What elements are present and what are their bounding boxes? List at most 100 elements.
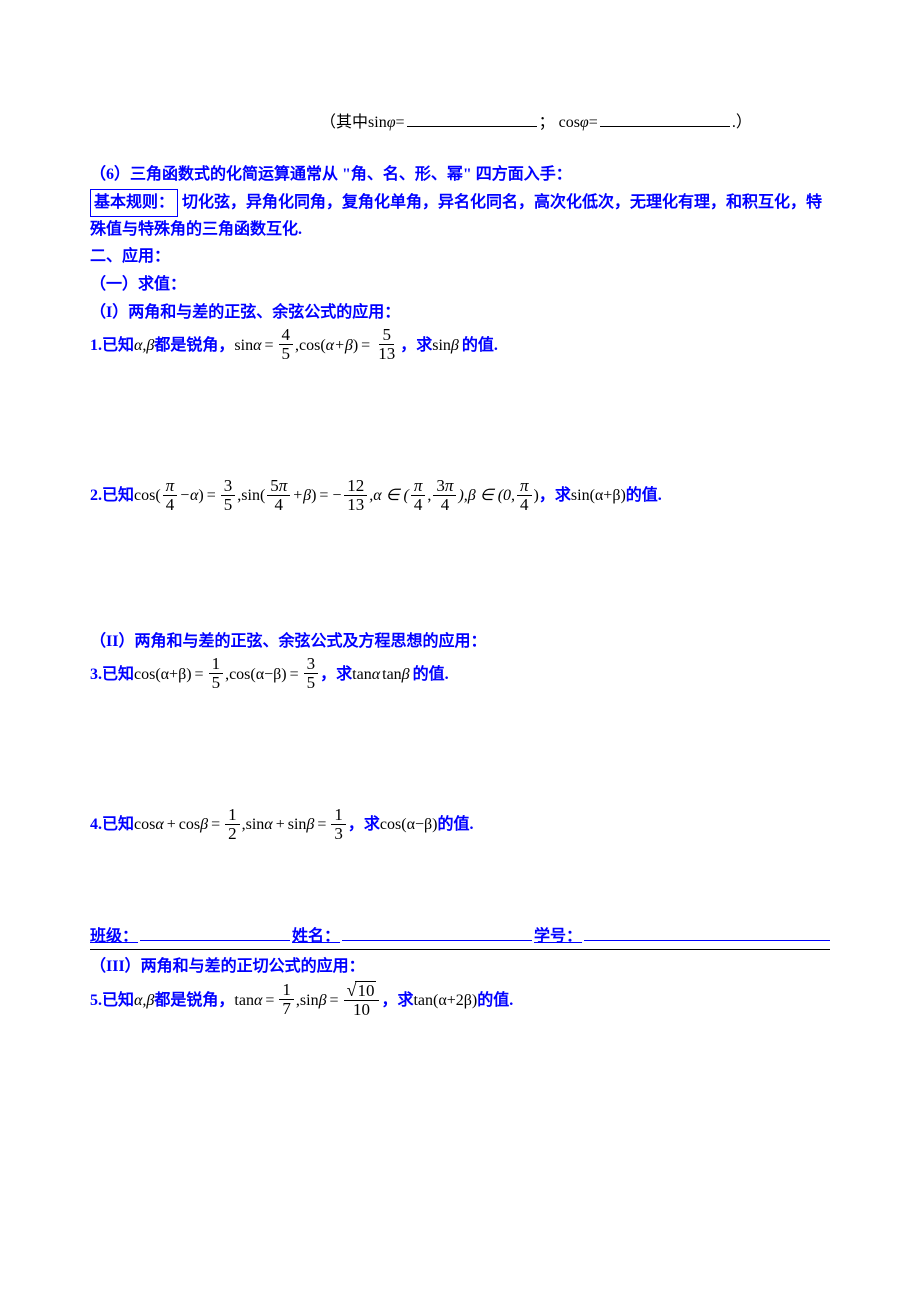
p5-f2: √10 10	[344, 981, 380, 1019]
p5-pre: 已知	[102, 988, 134, 1014]
p1-num: 1.	[90, 333, 102, 359]
p2-rp2: )	[311, 483, 316, 509]
p3-a: α	[372, 662, 380, 688]
p1-a: α	[253, 333, 261, 359]
p4-end: 的值.	[437, 812, 473, 838]
p2-rp1: )	[198, 483, 203, 509]
blank-2	[600, 125, 730, 127]
eq-2: =	[589, 110, 598, 136]
heading-II: （II）两角和与差的正弦、余弦公式及方程思想的应用：	[90, 629, 830, 655]
p1-eq2: =	[361, 333, 370, 359]
p1-cos: ,cos(	[295, 333, 326, 359]
p4-a2: α	[264, 812, 272, 838]
p4-cosa: cos	[134, 812, 155, 838]
p2-pi4-3: π 4	[517, 477, 532, 514]
p4-a1: α	[155, 812, 163, 838]
problem-1: 1. 已知 α,β 都是锐角， sin α = 4 5 ,cos( α+β ) …	[90, 327, 830, 364]
p4-sinb: sin	[288, 812, 307, 838]
p3-pre: 已知	[102, 662, 134, 688]
p1-pre: 已知	[102, 333, 134, 359]
p2-cos: cos(	[134, 483, 161, 509]
p3-b: β	[402, 662, 410, 688]
num-blank	[584, 939, 830, 941]
rules-line: 基本规则： 切化弦，异角化同角，复角化单角，异名化同名，高次化低次，无理化有理，…	[90, 189, 830, 242]
problem-5: 5. 已知 α,β 都是锐角， tan α = 1 7 , sin β = √1…	[90, 982, 830, 1020]
p2-plus: +	[292, 483, 303, 509]
name-label: 姓名：	[292, 924, 340, 950]
p4-comma: ，	[348, 812, 364, 838]
section-6-heading: （6）三角函数式的化简运算通常从 "角、名、形、幂" 四方面入手：	[90, 162, 830, 188]
p5-tanr: tan(α+2β)	[413, 988, 477, 1014]
p3-num: 3.	[90, 662, 102, 688]
blank-1	[407, 125, 537, 127]
p4-pre: 已知	[102, 812, 134, 838]
p2-3pi4: 3π 4	[433, 477, 456, 514]
class-label: 班级：	[90, 924, 138, 950]
p4-eq2: =	[317, 812, 326, 838]
p5-tana: tan	[234, 988, 254, 1014]
p3-tan: tan	[352, 662, 372, 688]
p1-mid: 都是锐角，	[154, 333, 234, 359]
phi-1: φ	[387, 110, 396, 136]
p5-mid: 都是锐角，	[154, 988, 234, 1014]
p1-ask: 求	[416, 333, 432, 359]
p2-pi4-2: π 4	[411, 477, 426, 514]
heading-a: （一）求值：	[90, 272, 830, 298]
p2-neg: −	[331, 483, 342, 509]
p1-eq1: =	[264, 333, 273, 359]
p5-end: 的值.	[477, 988, 513, 1014]
sin-text: sin	[368, 110, 387, 136]
p4-num: 4.	[90, 812, 102, 838]
heading-III: （III）两角和与差的正切公式的应用：	[90, 954, 830, 980]
p4-eq1: =	[211, 812, 220, 838]
p1-b: β	[451, 333, 459, 359]
p2-c2: ,	[427, 483, 431, 509]
p4-plus1: +	[167, 812, 176, 838]
p2-pre: 已知	[102, 483, 134, 509]
p2-rp3: ),β ∈ (0,	[458, 483, 515, 509]
heading-I: （I）两角和与差的正弦、余弦公式的应用：	[90, 300, 830, 326]
p3-eq2: =	[290, 662, 299, 688]
p4-b1: β	[200, 812, 208, 838]
sep: ；	[539, 110, 555, 136]
p4-cosb: cos	[179, 812, 200, 838]
name-blank	[342, 939, 532, 941]
p2-comma: ，	[539, 483, 555, 509]
p4-ask: 求	[364, 812, 380, 838]
p5-comma: ，	[381, 988, 397, 1014]
p2-f2: 12 13	[344, 477, 367, 514]
p4-b2: β	[306, 812, 314, 838]
p2-ask: 求	[555, 483, 571, 509]
p2-minus1: −	[179, 483, 190, 509]
p3-f2: 3 5	[304, 655, 319, 692]
p3-f1: 1 5	[209, 655, 224, 692]
p1-comma: ，	[400, 333, 416, 359]
p4-f2: 1 3	[331, 806, 346, 843]
phi-2: φ	[580, 110, 589, 136]
p5-ask: 求	[397, 988, 413, 1014]
p1-sinb: sin	[432, 333, 451, 359]
p2-eq1: =	[207, 483, 216, 509]
p5-f1: 1 7	[279, 981, 294, 1018]
p4-plus2: +	[276, 812, 285, 838]
heading-app: 二、应用：	[90, 244, 830, 270]
student-info-row: 班级： 姓名： 学号：	[90, 924, 830, 951]
p5-a: α	[254, 988, 262, 1014]
p2-5pi4: 5π 4	[267, 477, 290, 514]
p2-eq2: =	[319, 483, 328, 509]
aux-suffix: .）	[732, 110, 752, 136]
p3-cos2: cos(α−β)	[229, 662, 287, 688]
aux-prefix: （其中	[320, 110, 368, 136]
p2-b1: β	[303, 483, 311, 509]
p2-in: ,α ∈ (	[369, 483, 409, 509]
p5-b: β	[319, 988, 327, 1014]
p1-end: 的值.	[462, 333, 498, 359]
class-blank	[140, 939, 290, 941]
p2-num: 2.	[90, 483, 102, 509]
cos-text: cos	[559, 110, 580, 136]
p1-sin: sin	[234, 333, 253, 359]
p2-end: 的值.	[626, 483, 662, 509]
p3-tan2: tan	[382, 662, 402, 688]
p4-sina: sin	[246, 812, 265, 838]
p2-f1: 3 5	[221, 477, 236, 514]
